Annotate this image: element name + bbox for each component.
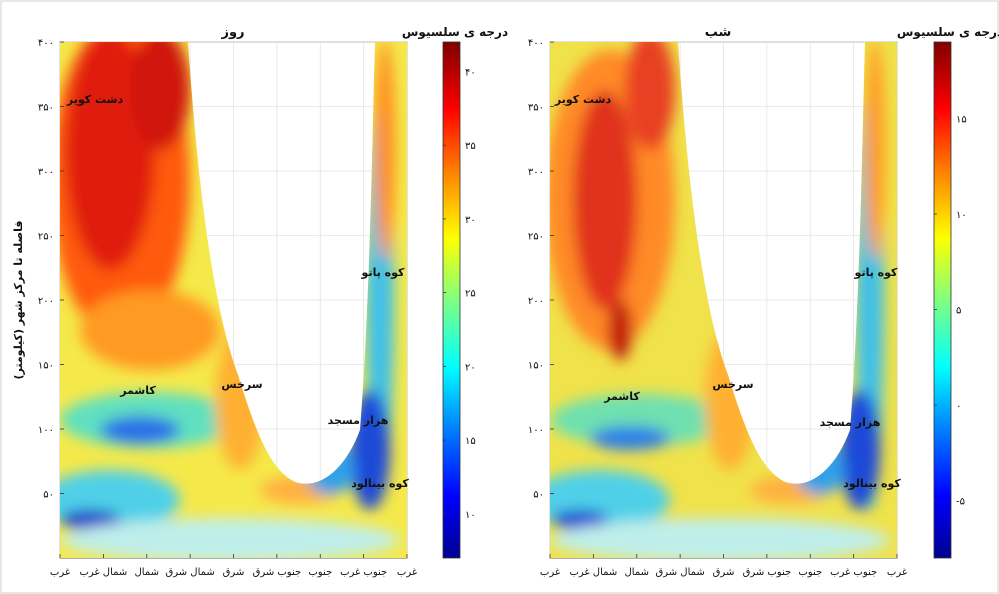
y-axis-day: ۴۰۰ ۳۵۰ ۳۰۰ ۲۵۰ ۲۰۰ ۱۵۰ ۱۰۰ ۵۰ (38, 38, 64, 501)
annotation-hezar-masjed-night: هزار مسجد (820, 416, 881, 429)
x-tick-label: جنوب (308, 567, 332, 578)
colorbar-night-label: درجه ی سلسیوس (897, 25, 999, 40)
colorbar-tick-label: ۱۵ (465, 436, 476, 447)
y-tick-label: ۱۵۰ (528, 361, 544, 372)
colorbar-tick-label: ۱۵ (956, 114, 967, 125)
y-tick-label: ۲۵۰ (528, 232, 544, 243)
panel-title-night: شب (705, 25, 732, 40)
x-tick-label: شمال شرق (165, 567, 214, 578)
y-tick-label: ۳۰۰ (38, 167, 54, 178)
panel-day: ۴۰۰ ۳۵۰ ۳۰۰ ۲۵۰ ۲۰۰ ۱۵۰ ۱۰۰ ۵۰ غرب جنوب غرب جنوب ج… (12, 25, 417, 578)
colorbar-tick-label: -۵ (956, 497, 965, 508)
y-axis-night: ۴۰۰ ۳۵۰ ۳۰۰ ۲۵۰ ۲۰۰ ۱۵۰ ۱۰۰ ۵۰ (528, 38, 554, 501)
colorbar-day: درجه ی سلسیوس ۴۰ ۳۵ ۳۰ ۲۵ ۲۰ ۱۵ ۱۰ (402, 25, 508, 559)
x-tick-label: جنوب شرق (253, 567, 302, 578)
x-tick-label: شمال (625, 567, 649, 578)
x-tick-label: جنوب غرب (830, 567, 877, 578)
colorbar-night-gradient (933, 41, 952, 559)
colorbar-tick-label: ۰ (956, 401, 961, 412)
colorbar-tick-label: ۲۰ (465, 362, 476, 373)
colorbar-night-ticks: ۱۵ ۱۰ ۵ ۰ -۵ (934, 114, 967, 508)
panel-title-day: روز (220, 25, 244, 40)
y-tick-label: ۲۰۰ (528, 296, 544, 307)
y-tick-label: ۱۵۰ (38, 361, 54, 372)
x-tick-label: شمال شرق (655, 567, 704, 578)
colorbar-day-gradient (442, 41, 461, 559)
annotation-hezar-masjed-day: هزار مسجد (328, 414, 389, 427)
y-tick-label: ۴۰۰ (528, 38, 544, 49)
annotation-kuh-patu-day: کوه پاتو (361, 266, 406, 279)
y-tick-label: ۵۰ (43, 490, 54, 501)
y-tick-label: ۳۵۰ (38, 103, 54, 114)
y-tick-label: ۲۰۰ (38, 296, 54, 307)
y-tick-label: ۱۰۰ (38, 425, 54, 436)
x-tick-label: شرق (223, 567, 245, 578)
colorbar-night: درجه ی سلسیوس ۱۵ ۱۰ ۵ ۰ -۵ (897, 25, 999, 559)
annotation-sarakhs-night: سرخس (712, 378, 753, 391)
panel-night: ۴۰۰ ۳۵۰ ۳۰۰ ۲۵۰ ۲۰۰ ۱۵۰ ۱۰۰ ۵۰ غرب جنوب غرب جنوب ج… (528, 25, 907, 578)
colorbar-day-label: درجه ی سلسیوس (402, 25, 508, 40)
y-tick-label: ۳۰۰ (528, 167, 544, 178)
annotation-sarakhs-day: سرخس (221, 378, 262, 391)
colorbar-tick-label: ۱۰ (465, 510, 476, 521)
y-tick-label: ۳۵۰ (528, 103, 544, 114)
annotation-kashmar-day: کاشمر (119, 384, 156, 397)
y-axis-label: فاصله تا مرکز شهر (کیلومتر) (12, 221, 25, 380)
x-tick-label: غرب (887, 567, 907, 578)
x-tick-label: شمال (135, 567, 159, 578)
colorbar-tick-label: ۲۵ (465, 289, 476, 300)
y-tick-label: ۴۰۰ (38, 38, 54, 49)
x-tick-label: غرب (50, 567, 70, 578)
colorbar-tick-label: ۵ (956, 306, 961, 317)
annotation-dasht-kavir-night: دشت کویر (554, 93, 612, 106)
x-tick-label: شمال غرب (79, 567, 127, 578)
colorbar-tick-label: ۳۰ (465, 215, 476, 226)
y-tick-label: ۲۵۰ (38, 232, 54, 243)
x-axis-day: غرب جنوب غرب جنوب جنوب شرق شرق شمال شرق شمال شم… (50, 554, 417, 578)
x-tick-label: جنوب شرق (743, 567, 792, 578)
y-tick-label: ۱۰۰ (528, 425, 544, 436)
colorbar-day-ticks: ۴۰ ۳۵ ۳۰ ۲۵ ۲۰ ۱۵ ۱۰ (443, 67, 476, 521)
x-tick-label: جنوب (798, 567, 822, 578)
annotation-kashmar-night: کاشمر (603, 390, 640, 403)
x-tick-label: غرب (540, 567, 560, 578)
annotation-binalood-night: کوه بینالود (843, 477, 901, 490)
colorbar-tick-label: ۱۰ (956, 210, 967, 221)
x-tick-label: غرب (397, 567, 417, 578)
x-axis-night: غرب جنوب غرب جنوب جنوب شرق شرق شمال شرق شمال شم… (540, 554, 907, 578)
annotation-kuh-patu-night: کوه پاتو (854, 266, 899, 279)
x-tick-label: شرق (713, 567, 735, 578)
annotation-binalood-day: کوه بینالود (351, 477, 409, 490)
x-tick-label: جنوب غرب (340, 567, 387, 578)
y-tick-label: ۵۰ (533, 490, 544, 501)
colorbar-tick-label: ۳۵ (465, 141, 476, 152)
colorbar-tick-label: ۴۰ (465, 67, 476, 78)
annotation-dasht-kavir-day: دشت کویر (66, 93, 124, 106)
x-tick-label: شمال غرب (569, 567, 617, 578)
